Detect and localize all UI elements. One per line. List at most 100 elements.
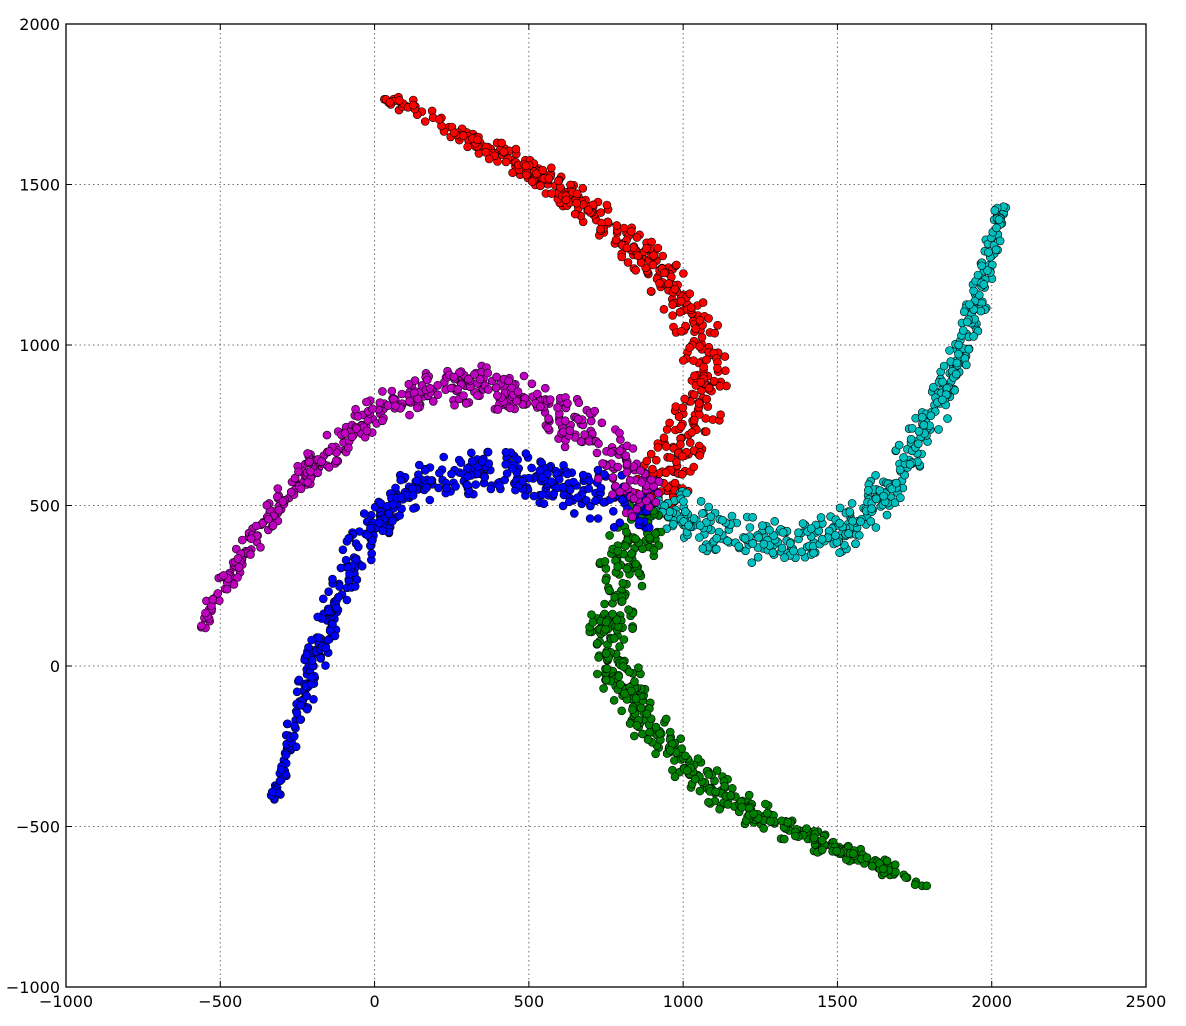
data-point bbox=[554, 474, 564, 484]
data-point bbox=[844, 529, 853, 538]
data-point bbox=[806, 524, 816, 533]
data-point bbox=[352, 424, 361, 433]
data-point bbox=[362, 426, 372, 436]
data-point bbox=[428, 397, 438, 406]
data-point bbox=[586, 416, 596, 426]
data-point bbox=[627, 549, 636, 559]
data-point bbox=[563, 399, 572, 408]
data-point bbox=[201, 608, 210, 618]
data-point bbox=[608, 490, 617, 499]
data-point bbox=[463, 142, 472, 152]
data-point bbox=[294, 675, 304, 685]
data-point bbox=[521, 449, 531, 458]
data-point bbox=[991, 245, 1001, 255]
data-point bbox=[473, 391, 482, 400]
data-point bbox=[610, 592, 620, 602]
data-point bbox=[587, 610, 596, 620]
data-point bbox=[458, 131, 468, 140]
data-point bbox=[624, 605, 633, 615]
data-point bbox=[477, 457, 487, 466]
data-point bbox=[704, 770, 713, 779]
data-point bbox=[600, 599, 609, 609]
data-point bbox=[274, 505, 284, 515]
data-point bbox=[591, 496, 600, 506]
data-point bbox=[450, 400, 459, 410]
data-point bbox=[267, 787, 277, 797]
data-point bbox=[642, 456, 652, 466]
data-point bbox=[484, 385, 493, 394]
data-point bbox=[317, 457, 326, 466]
data-point bbox=[561, 195, 571, 205]
data-point bbox=[626, 227, 636, 236]
data-point bbox=[721, 366, 730, 376]
data-point bbox=[273, 484, 283, 493]
data-point bbox=[938, 377, 947, 387]
data-point bbox=[668, 519, 678, 529]
data-point bbox=[316, 654, 326, 663]
data-point bbox=[856, 517, 865, 526]
x-axis-tick-labels: −1000 −500 0 500 1000 1500 2000 2500 bbox=[39, 992, 1166, 1011]
data-point bbox=[962, 317, 972, 327]
data-point bbox=[601, 624, 610, 634]
data-point bbox=[658, 251, 668, 261]
data-point bbox=[290, 721, 299, 731]
data-point bbox=[409, 504, 418, 513]
data-point bbox=[564, 497, 574, 507]
data-point bbox=[638, 544, 647, 554]
data-point bbox=[680, 751, 690, 761]
data-point bbox=[693, 754, 703, 764]
data-point bbox=[547, 189, 556, 198]
x-tick-label: 2000 bbox=[971, 992, 1012, 1011]
data-point bbox=[623, 258, 633, 267]
data-point bbox=[594, 439, 603, 449]
data-point bbox=[412, 403, 422, 413]
data-point bbox=[635, 490, 645, 499]
data-point bbox=[704, 383, 714, 393]
data-point bbox=[676, 296, 686, 306]
data-point bbox=[720, 352, 730, 361]
data-point bbox=[679, 269, 688, 278]
data-point bbox=[537, 473, 547, 482]
data-point bbox=[433, 380, 443, 390]
data-point bbox=[891, 478, 901, 488]
data-point bbox=[747, 558, 757, 568]
data-point bbox=[634, 568, 643, 578]
data-point bbox=[628, 444, 638, 453]
data-point bbox=[681, 507, 690, 516]
data-point bbox=[414, 460, 424, 470]
data-point bbox=[238, 535, 247, 545]
data-point bbox=[977, 261, 987, 271]
data-point bbox=[649, 251, 659, 260]
data-point bbox=[926, 411, 936, 421]
data-point bbox=[262, 500, 272, 510]
data-point bbox=[718, 515, 727, 525]
data-point bbox=[331, 603, 341, 613]
data-point bbox=[969, 332, 978, 341]
data-point bbox=[615, 518, 625, 528]
data-point bbox=[990, 206, 1000, 215]
data-point bbox=[831, 531, 840, 540]
data-point bbox=[234, 563, 244, 572]
data-point bbox=[539, 499, 549, 509]
data-point bbox=[759, 824, 769, 833]
data-point bbox=[713, 320, 722, 330]
data-point bbox=[562, 469, 572, 479]
data-point bbox=[848, 516, 858, 526]
data-point bbox=[394, 96, 404, 105]
data-point bbox=[954, 340, 964, 350]
data-point bbox=[615, 446, 625, 456]
data-point bbox=[620, 689, 629, 698]
data-point bbox=[601, 564, 611, 573]
data-point bbox=[802, 824, 811, 833]
data-point bbox=[928, 382, 938, 392]
data-point bbox=[854, 530, 864, 540]
data-point bbox=[817, 835, 827, 845]
data-point bbox=[599, 469, 609, 479]
data-point bbox=[521, 161, 531, 171]
data-point bbox=[704, 502, 714, 512]
data-point bbox=[544, 414, 553, 423]
y-tick-label: 1500 bbox=[19, 176, 60, 195]
x-tick-label: −500 bbox=[198, 992, 242, 1011]
data-point bbox=[353, 542, 363, 552]
data-point bbox=[661, 442, 671, 451]
